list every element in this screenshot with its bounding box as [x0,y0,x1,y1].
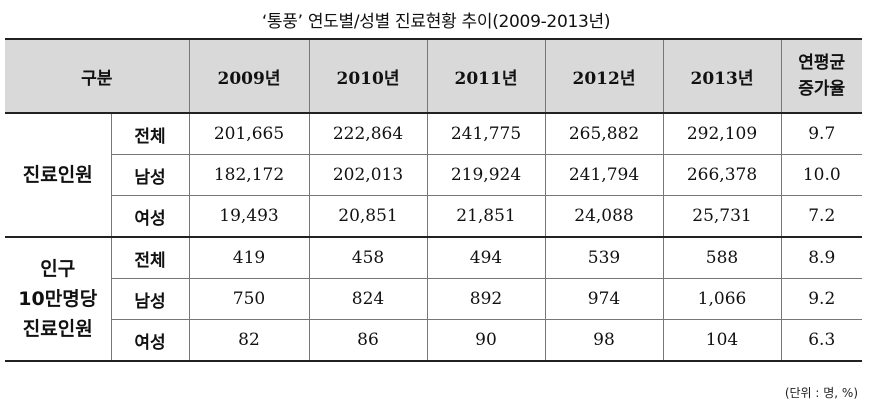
row-label: 남성 [111,154,190,196]
header-year: 2012년 [544,38,664,114]
table-cell: 19,493 [188,195,310,238]
table-cell: 182,172 [188,154,310,196]
table-cell: 202,013 [308,154,428,196]
table-cell: 266,378 [662,154,782,196]
table-cell: 241,775 [426,112,546,155]
table-cell: 21,851 [426,195,546,238]
header-year: 2013년 [662,38,782,114]
row-label: 남성 [111,278,190,320]
header-growth-line2: 증가율 [798,79,846,99]
table-cell: 458 [308,236,428,279]
table-cell: 292,109 [662,112,782,155]
group-label-line: 진료인원 [22,164,93,186]
table-row: 여성 19,493 20,851 21,851 24,088 25,731 7.… [5,195,862,238]
table-cell: 82 [188,319,310,362]
table-cell: 265,882 [544,112,664,155]
table-cell: 750 [188,278,310,320]
table-cell: 539 [544,236,664,279]
unit-note: (단위 : 명, %) [784,386,858,400]
table-cell: 494 [426,236,546,279]
header-year: 2011년 [426,38,546,114]
table-row: 여성 82 86 90 98 104 6.3 [5,319,862,362]
table-cell: 86 [308,319,428,362]
table-row: 남성 750 824 892 974 1,066 9.2 [5,278,862,320]
table-row: 진료인원 전체 201,665 222,864 241,775 265,882 … [5,112,862,238]
growth-cell: 9.7 [780,112,862,155]
table-cell: 219,924 [426,154,546,196]
table-cell: 974 [544,278,664,320]
table-cell: 24,088 [544,195,664,238]
growth-cell: 10.0 [780,154,862,196]
table-cell: 241,794 [544,154,664,196]
growth-cell: 8.9 [780,236,862,279]
table-cell: 20,851 [308,195,428,238]
table-title: ‘통풍’ 연도별/성별 진료현황 추이(2009-2013년) [261,12,611,32]
table-cell: 824 [308,278,428,320]
table-cell: 98 [544,319,664,362]
table-cell: 25,731 [662,195,782,238]
growth-cell: 6.3 [780,319,862,362]
row-label: 여성 [111,319,190,362]
row-label: 전체 [110,236,190,279]
header-year: 2010년 [308,38,428,114]
table-cell: 892 [426,278,546,320]
table-cell: 104 [662,319,782,362]
group-label-patients: 진료인원 [5,112,112,238]
group-label-line: 인구 [40,258,76,280]
table-cell: 1,066 [662,278,782,320]
table-cell: 588 [662,236,782,279]
row-label: 전체 [110,112,190,155]
header-category: 구분 [5,38,190,114]
header-growth-line1: 연평균 [798,53,846,73]
table-cell: 201,665 [188,112,310,155]
growth-cell: 7.2 [780,195,862,238]
header-year: 2009년 [188,38,310,114]
row-label: 여성 [111,195,190,238]
table-cell: 222,864 [308,112,428,155]
group-label-line: 10만명당 [18,288,98,310]
statistics-table: 구분 2009년 2010년 2011년 2012년 2013년 연평균 증가율 … [5,38,862,362]
group-label-line: 진료인원 [22,318,93,340]
table-row: 남성 182,172 202,013 219,924 241,794 266,3… [5,154,862,196]
growth-cell: 9.2 [780,278,862,320]
table-cell: 419 [188,236,310,279]
table-cell: 90 [426,319,546,362]
